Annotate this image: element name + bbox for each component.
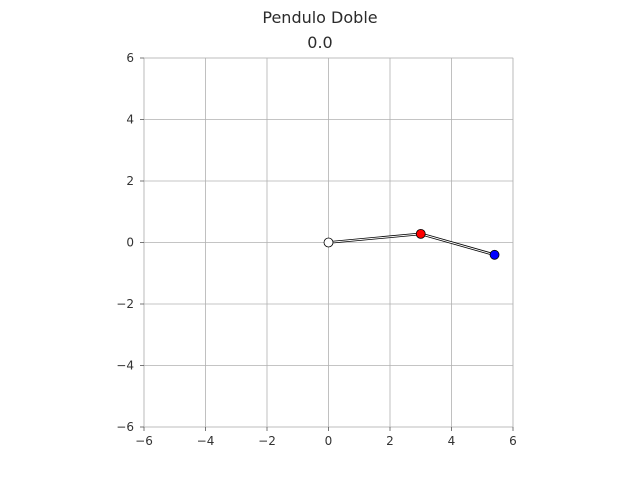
pivot-point [323, 237, 334, 248]
x-tick-label: −4 [197, 434, 215, 448]
chart-title: Pendulo Doble [262, 8, 378, 27]
x-tick-label: −2 [258, 434, 276, 448]
y-tick-label: 0 [126, 236, 134, 250]
x-tick-label: −6 [135, 434, 153, 448]
y-tick-label: 6 [126, 51, 134, 65]
tick-labels: −6 −4 −2 0 2 4 6 −6 −4 −2 0 2 4 6 [116, 51, 517, 448]
mass-point [415, 228, 426, 239]
pendulum-masses [323, 228, 500, 260]
y-tick-label: 2 [126, 174, 134, 188]
y-tick-label: −6 [116, 420, 134, 434]
y-tick-label: −4 [116, 359, 134, 373]
chart-subtitle: 0.0 [307, 33, 333, 52]
x-tick-label: 2 [386, 434, 394, 448]
x-tick-label: 0 [325, 434, 333, 448]
x-tick-label: 6 [509, 434, 517, 448]
x-tick-label: 4 [448, 434, 456, 448]
y-tick-label: −2 [116, 297, 134, 311]
mass-point [489, 249, 500, 260]
y-tick-label: 4 [126, 113, 134, 127]
